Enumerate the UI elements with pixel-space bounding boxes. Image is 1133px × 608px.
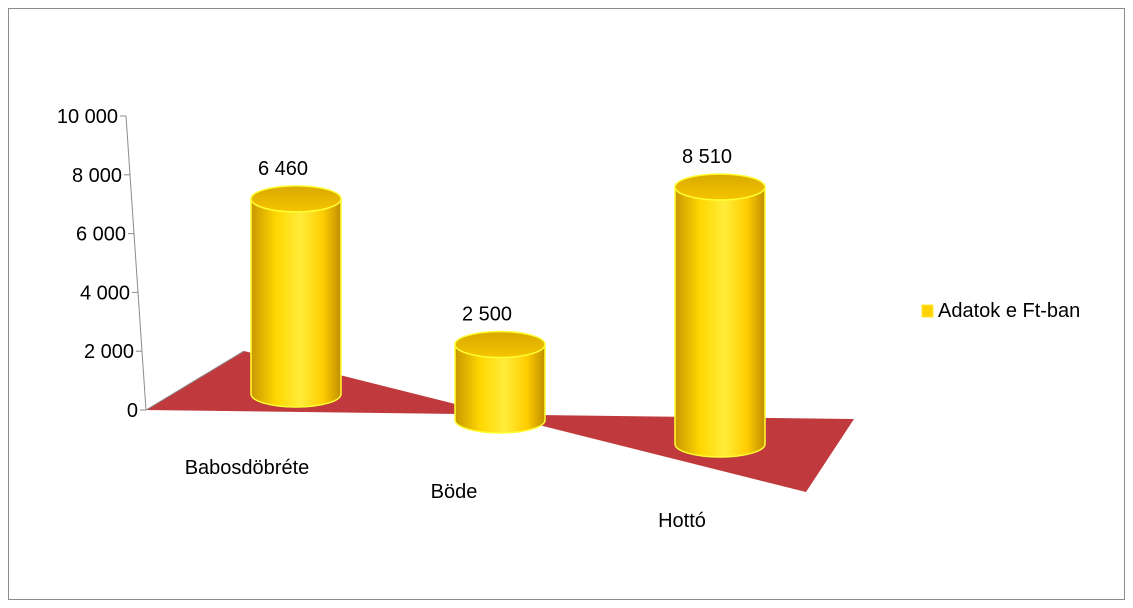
legend-label: Adatok e Ft-ban	[938, 300, 1080, 322]
bar-babosdobrete	[250, 185, 342, 408]
floor-front-edge	[145, 350, 245, 411]
bar-body	[250, 198, 342, 408]
bar-body	[674, 186, 766, 458]
chart-border	[8, 8, 1125, 600]
y-tick-label: 0	[127, 400, 138, 422]
legend: Adatok e Ft-ban	[921, 300, 1080, 322]
bar-bode	[454, 330, 546, 434]
data-label-hotto: 8 510	[682, 146, 732, 168]
y-axis-ticks: 0 2 000 4 000 6 000 8 000 10 000	[57, 106, 146, 422]
bars-group: 6 460 2 500 8 510	[250, 146, 766, 458]
y-axis-line	[125, 115, 147, 411]
bar-hotto	[674, 173, 766, 458]
legend-swatch	[921, 304, 934, 318]
y-tick-label: 2 000	[84, 341, 134, 363]
bar-top	[674, 173, 766, 201]
data-label-bode: 2 500	[462, 304, 512, 326]
y-tick-label: 6 000	[76, 224, 126, 246]
bar-top	[250, 185, 342, 213]
category-label-hotto: Hottó	[658, 510, 706, 532]
category-label-babosdobrete: Babosdöbréte	[185, 457, 310, 479]
category-label-bode: Böde	[431, 481, 478, 503]
y-tick-label: 8 000	[72, 165, 122, 187]
bar-top	[454, 330, 546, 359]
data-label-babosdobrete: 6 460	[258, 158, 308, 180]
y-tick-label: 4 000	[80, 282, 130, 304]
y-tick-label: 10 000	[57, 106, 118, 128]
bar-body	[454, 343, 546, 434]
